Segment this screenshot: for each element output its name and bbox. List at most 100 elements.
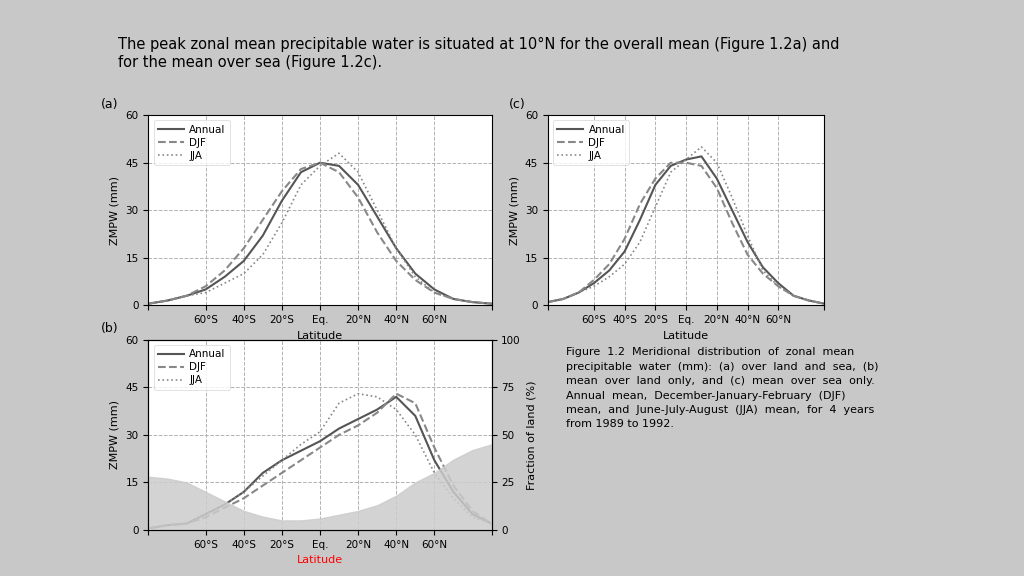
JJA bbox=[238, 488, 250, 495]
Annual bbox=[803, 297, 815, 304]
DJF bbox=[447, 482, 460, 489]
Annual bbox=[352, 416, 365, 423]
Annual bbox=[257, 232, 269, 239]
JJA bbox=[410, 274, 422, 281]
Annual bbox=[162, 522, 174, 529]
Annual bbox=[741, 238, 754, 245]
DJF bbox=[313, 160, 326, 166]
Annual bbox=[588, 280, 600, 287]
DJF bbox=[390, 391, 402, 397]
DJF bbox=[142, 300, 155, 307]
DJF bbox=[257, 482, 269, 489]
DJF bbox=[466, 507, 478, 514]
Legend: Annual, DJF, JJA: Annual, DJF, JJA bbox=[553, 120, 629, 165]
Annual bbox=[218, 274, 230, 281]
DJF bbox=[295, 457, 307, 464]
DJF bbox=[238, 245, 250, 252]
DJF bbox=[603, 260, 615, 267]
DJF bbox=[238, 495, 250, 502]
DJF bbox=[352, 194, 365, 201]
Text: Figure  1.2  Meridional  distribution  of  zonal  mean
precipitable  water  (mm): Figure 1.2 Meridional distribution of zo… bbox=[566, 347, 879, 430]
Annual bbox=[665, 162, 677, 169]
DJF bbox=[218, 505, 230, 511]
JJA bbox=[618, 260, 631, 267]
JJA bbox=[142, 300, 155, 307]
JJA bbox=[180, 520, 193, 527]
DJF bbox=[275, 188, 288, 195]
Annual bbox=[295, 169, 307, 176]
JJA bbox=[275, 219, 288, 226]
Annual bbox=[257, 469, 269, 476]
Annual bbox=[447, 488, 460, 495]
DJF bbox=[557, 295, 569, 302]
JJA bbox=[390, 245, 402, 252]
JJA bbox=[485, 520, 498, 527]
DJF bbox=[142, 525, 155, 532]
JJA bbox=[466, 514, 478, 521]
JJA bbox=[711, 160, 723, 166]
Annual bbox=[410, 412, 422, 419]
JJA bbox=[142, 525, 155, 532]
DJF bbox=[257, 217, 269, 223]
DJF bbox=[588, 276, 600, 283]
JJA bbox=[680, 156, 692, 163]
JJA bbox=[557, 295, 569, 302]
Annual bbox=[772, 280, 784, 287]
Line: DJF: DJF bbox=[548, 163, 824, 304]
Annual bbox=[371, 213, 383, 220]
JJA bbox=[180, 293, 193, 300]
DJF bbox=[162, 297, 174, 304]
Annual bbox=[142, 300, 155, 307]
Line: Annual: Annual bbox=[548, 157, 824, 304]
DJF bbox=[200, 514, 212, 521]
JJA bbox=[428, 469, 440, 476]
JJA bbox=[428, 289, 440, 296]
JJA bbox=[390, 406, 402, 413]
Line: JJA: JJA bbox=[548, 147, 824, 304]
Annual bbox=[757, 264, 769, 271]
DJF bbox=[162, 522, 174, 529]
Text: (a): (a) bbox=[100, 97, 118, 111]
Annual bbox=[466, 299, 478, 306]
JJA bbox=[695, 143, 708, 150]
DJF bbox=[649, 175, 662, 182]
DJF bbox=[695, 162, 708, 169]
Annual bbox=[275, 197, 288, 204]
JJA bbox=[447, 295, 460, 302]
Annual bbox=[390, 393, 402, 400]
JJA bbox=[200, 511, 212, 518]
DJF bbox=[410, 400, 422, 407]
Annual bbox=[218, 501, 230, 508]
Annual bbox=[695, 153, 708, 160]
DJF bbox=[313, 444, 326, 451]
Annual bbox=[200, 511, 212, 518]
JJA bbox=[410, 431, 422, 438]
JJA bbox=[572, 289, 585, 296]
DJF bbox=[680, 160, 692, 166]
JJA bbox=[787, 293, 800, 300]
JJA bbox=[218, 501, 230, 508]
Annual bbox=[390, 245, 402, 252]
Annual bbox=[818, 300, 830, 307]
JJA bbox=[485, 300, 498, 307]
DJF bbox=[333, 169, 345, 176]
DJF bbox=[572, 289, 585, 296]
Line: DJF: DJF bbox=[148, 163, 492, 304]
JJA bbox=[634, 238, 646, 245]
Text: (b): (b) bbox=[100, 322, 118, 335]
DJF bbox=[787, 293, 800, 300]
Annual bbox=[557, 295, 569, 302]
JJA bbox=[333, 400, 345, 407]
DJF bbox=[447, 295, 460, 302]
Annual bbox=[238, 488, 250, 495]
DJF bbox=[371, 409, 383, 416]
Annual bbox=[200, 286, 212, 293]
Annual bbox=[162, 297, 174, 304]
DJF bbox=[466, 299, 478, 306]
DJF bbox=[295, 166, 307, 173]
JJA bbox=[603, 274, 615, 281]
Annual bbox=[180, 293, 193, 300]
DJF bbox=[542, 299, 554, 306]
Annual bbox=[726, 207, 738, 214]
DJF bbox=[726, 219, 738, 226]
